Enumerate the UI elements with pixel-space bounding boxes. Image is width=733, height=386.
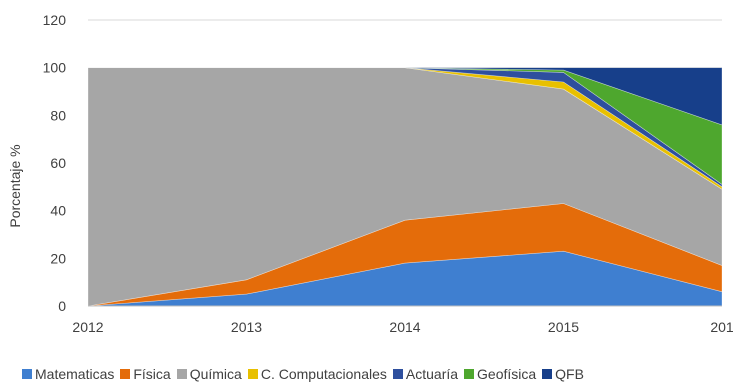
legend-label: Química: [189, 366, 242, 382]
y-tick-label: 40: [50, 203, 66, 219]
y-tick-label: 0: [58, 298, 66, 314]
legend-item: Química: [176, 366, 242, 382]
legend-swatch: [392, 369, 403, 379]
x-tick-label: 201: [710, 319, 733, 335]
y-tick-label: 80: [50, 107, 66, 123]
legend-swatch: [176, 369, 187, 379]
legend-label: Geofísica: [477, 366, 537, 382]
legend-item: QFB: [542, 366, 584, 382]
legend-item: Geofísica: [464, 366, 536, 382]
legend-label: Matematicas: [35, 366, 115, 382]
axes: 0 20 40 60 80 100 120 2012 2013 2014 2015 201: [43, 12, 733, 335]
legend-swatch: [542, 369, 553, 379]
legend-swatch: [464, 369, 475, 379]
legend-item: Matematicas: [22, 366, 114, 382]
x-tick-label: 2014: [389, 319, 420, 335]
legend-swatch: [22, 369, 32, 379]
x-tick-label: 2012: [72, 319, 103, 335]
legend-swatch: [247, 369, 258, 379]
legend-item: C. Computacionales: [247, 366, 387, 382]
x-tick-label: 2013: [231, 319, 262, 335]
y-tick-label: 20: [50, 250, 66, 266]
y-tick-label: 100: [43, 60, 67, 76]
y-axis-title: Porcentaje %: [7, 144, 23, 227]
legend-item: Actuaría: [392, 366, 459, 382]
chart-legend: Matematicas Física Química C. Computacional…: [22, 364, 722, 384]
legend-label: C. Computacionales: [260, 366, 387, 382]
y-tick-label: 60: [50, 155, 66, 171]
legend-swatch: [120, 369, 131, 379]
legend-item: Física: [120, 366, 171, 382]
legend-label: QFB: [555, 366, 584, 382]
area-series: [87, 67, 723, 307]
legend-label: Física: [133, 366, 171, 382]
legend-label: Actuaría: [405, 366, 459, 382]
area-series-6: [88, 67, 723, 126]
y-tick-label: 120: [43, 12, 67, 28]
x-tick-label: 2015: [548, 319, 579, 335]
